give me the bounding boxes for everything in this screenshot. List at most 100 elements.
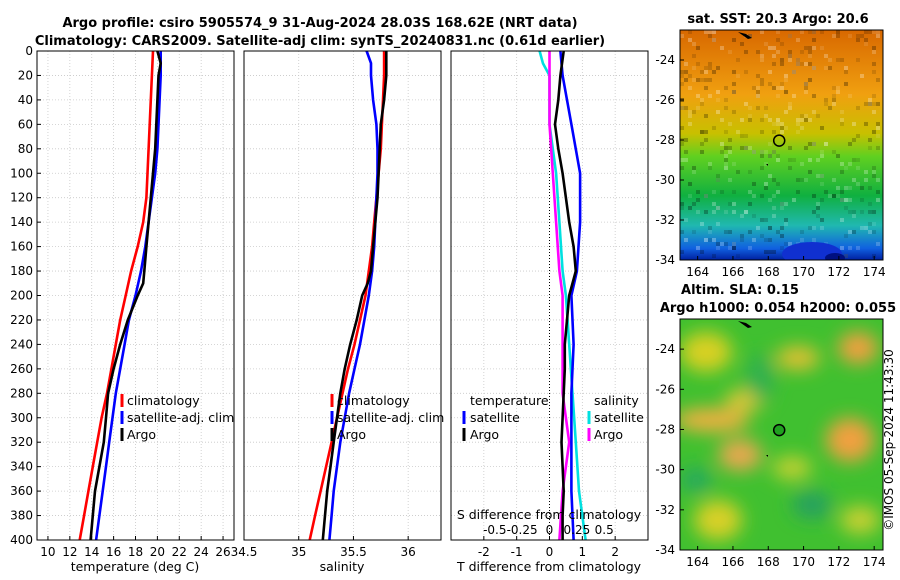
sst-pixel (756, 50, 760, 54)
temperature-xlabel: temperature (deg C) (71, 559, 200, 574)
salinity-legend: climatology satellite-adj. clim Argo (330, 393, 444, 442)
sst-pixel (692, 42, 696, 46)
sst-pixel (712, 202, 716, 206)
sst-pixel (788, 106, 792, 110)
sst-pixel (780, 126, 784, 130)
sst-pixel (816, 174, 820, 178)
sst-pixel (760, 166, 764, 170)
sst-pixel (680, 202, 684, 206)
sst-pixel (860, 226, 864, 230)
coastline-island (738, 32, 752, 39)
sst-pixel (688, 74, 692, 78)
map-x-tick-label: 166 (722, 555, 745, 569)
y-tick-label: 60 (18, 117, 33, 131)
sst-pixel (708, 162, 712, 166)
sst-pixel (876, 30, 880, 34)
sst-pixel (876, 102, 880, 106)
sst-pixel (800, 162, 804, 166)
sst-pixel (872, 70, 876, 74)
sst-pixel (692, 170, 696, 174)
sst-pixel (772, 122, 776, 126)
sst-pixel (772, 250, 776, 254)
y-tick-label: 360 (10, 484, 33, 498)
sst-pixel (720, 46, 724, 50)
sst-pixel (748, 146, 752, 150)
sst-pixel (796, 62, 800, 66)
sst-pixel (684, 158, 688, 162)
sst-pixel (768, 82, 772, 86)
sst-pixel (680, 166, 684, 170)
sst-pixel (680, 74, 684, 78)
legend-label-climatology: climatology (127, 393, 200, 408)
sst-pixel (716, 178, 720, 182)
sst-pixel (804, 86, 808, 90)
sst-pixel (688, 206, 692, 210)
sst-pixel (856, 106, 860, 110)
sst-pixel (800, 230, 804, 234)
sst-pixel (716, 246, 720, 250)
sst-pixel (840, 58, 844, 62)
sst-pixel (800, 126, 804, 130)
sst-pixel (768, 226, 772, 230)
sst-pixel (872, 230, 876, 234)
sst-pixel (776, 38, 780, 42)
sst-pixel (732, 90, 736, 94)
sst-pixel (708, 78, 712, 82)
x-tick-label: -2 (478, 545, 490, 559)
sst-pixel (836, 86, 840, 90)
y-tick-label: 120 (10, 191, 33, 205)
sst-pixel (856, 158, 860, 162)
sst-pixel (768, 154, 772, 158)
sst-pixel (716, 174, 720, 178)
sst-pixel (720, 242, 724, 246)
sst-pixel (764, 150, 768, 154)
sst-pixel (776, 118, 780, 122)
sst-pixel (712, 126, 716, 130)
sst-pixel (704, 30, 708, 34)
sst-pixel (772, 206, 776, 210)
legend-label-argo: Argo (127, 427, 156, 442)
sst-pixel (796, 62, 800, 66)
sst-pixel (828, 58, 832, 62)
sst-pixel (748, 202, 752, 206)
sst-pixel (716, 90, 720, 94)
sst-pixel (860, 74, 864, 78)
x-tick-label: 35 (291, 545, 306, 559)
sst-pixel (808, 50, 812, 54)
sst-pixel (772, 214, 776, 218)
sla-map-subtitle: Argo h1000: 0.054 h2000: 0.055 (660, 301, 896, 316)
sst-pixel (812, 194, 816, 198)
sst-pixel (680, 250, 684, 254)
sst-pixel (680, 206, 684, 210)
sst-pixel (740, 134, 744, 138)
sst-pixel (776, 158, 780, 162)
sst-pixel (776, 230, 780, 234)
sst-pixel (756, 94, 760, 98)
sst-pixel (732, 242, 736, 246)
sst-pixel (720, 150, 724, 154)
y-tick-label: 100 (10, 166, 33, 180)
sst-pixel (700, 102, 704, 106)
sst-pixel (824, 66, 828, 70)
sst-pixel (864, 178, 868, 182)
x-tick-label: 2 (611, 545, 619, 559)
sst-pixel (764, 42, 768, 46)
sst-pixel (768, 174, 772, 178)
sst-pixel (760, 130, 764, 134)
sst-pixel (728, 50, 732, 54)
sst-pixel (796, 118, 800, 122)
sst-pixel (836, 186, 840, 190)
y-tick-label: 0 (25, 44, 33, 58)
sst-pixel (748, 190, 752, 194)
sst-pixel (680, 34, 684, 38)
sst-pixel (744, 210, 748, 214)
x-tick-label: 22 (172, 545, 187, 559)
sst-pixel (684, 62, 688, 66)
sst-pixel (780, 82, 784, 86)
sst-pixel (692, 202, 696, 206)
sst-pixel (692, 78, 696, 82)
sst-pixel (760, 150, 764, 154)
sst-pixel (804, 114, 808, 118)
sst-pixel (680, 106, 684, 110)
